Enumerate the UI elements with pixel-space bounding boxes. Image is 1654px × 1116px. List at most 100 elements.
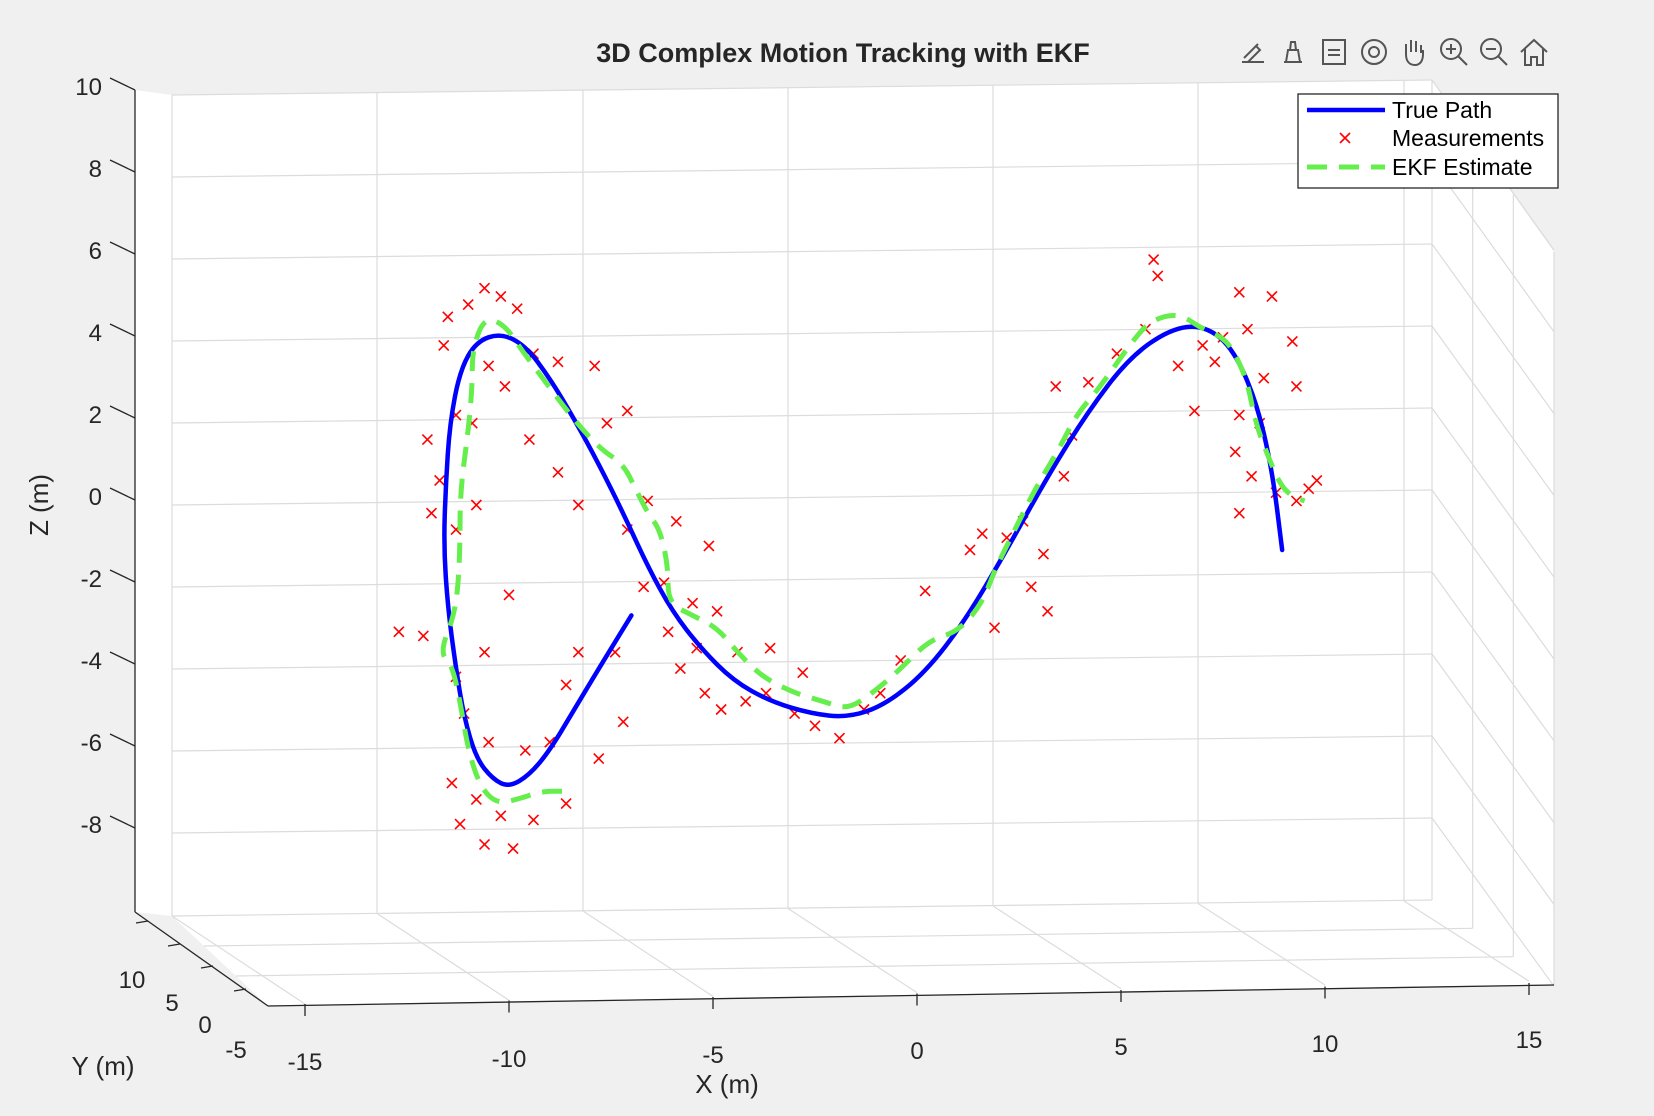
y-floor-gridline [203,927,1473,947]
measurement-stroke [621,405,633,417]
x-tick-label: 10 [1312,1031,1339,1058]
measurement-stroke [711,605,723,617]
z-gridline [171,817,1433,834]
brush-data-icon[interactable] [1242,43,1264,63]
measurement-point [976,528,988,540]
z-gridline-side [1431,653,1555,823]
measurement-point [1233,409,1245,421]
z-gridline [171,407,1433,424]
z-tick-mark [109,77,136,91]
restore-view-icon[interactable] [1520,38,1548,66]
measurement-point [919,585,931,597]
measurement-point [527,814,540,826]
measurement-stroke [470,499,482,511]
measurement-stroke [670,515,682,527]
measurement-stroke [499,380,511,392]
z-gridline-side [1431,325,1555,496]
measurement-point [421,433,433,446]
measurement-point [511,303,523,315]
measurement-point [507,842,519,855]
measurement-stroke [699,687,711,699]
measurement-stroke [495,290,507,302]
measurement-point [483,360,495,372]
measurement-point [470,793,482,806]
measurement-point [425,507,438,519]
measurement-stroke [454,818,466,830]
measurement-stroke [1037,548,1050,560]
z-tick-mark [109,323,136,337]
x-tick-label: -5 [702,1042,723,1069]
measurement-point [454,818,466,830]
measurement-stroke [703,540,715,552]
z-tick-mark [109,815,136,829]
measurement-point [1197,339,1209,352]
measurement-stroke [638,581,650,593]
measurement-point [764,642,776,654]
measurement-stroke [809,720,821,732]
z-gridline [171,79,1433,96]
measurement-stroke [1082,376,1094,388]
measurement-stroke [1258,372,1270,384]
measurement-point [417,630,429,642]
measurement-stroke [552,466,564,478]
rotate-3d-icon[interactable] [1361,39,1387,65]
measurement-point [503,589,515,601]
measurement-stroke [976,528,988,540]
measurement-point [1245,470,1258,482]
z-gridline [171,243,1433,260]
measurement-point [438,339,450,352]
z-gridline [171,161,1433,178]
measurement-stroke [446,777,458,789]
measurement-stroke [572,499,584,511]
measurement-point [964,544,976,556]
zoom-in-icon[interactable] [1440,38,1468,66]
measurement-stroke [895,654,907,666]
series-true-path [442,324,1285,787]
x-floor-gridline [1403,900,1530,982]
z-tick-label: 10 [75,74,102,101]
z-tick-label: 6 [89,238,102,265]
x-tick-label: 15 [1516,1027,1543,1054]
measurement-point [621,405,633,417]
measurement-point [617,716,629,728]
measurement-stroke [425,507,438,519]
measurement-stroke [523,433,535,446]
measurement-stroke [572,646,584,658]
measurement-point [703,540,715,552]
data-tips-icon[interactable] [1284,41,1302,63]
measurement-point [740,695,752,707]
z-gridline-side [1431,817,1555,987]
measurement-stroke [617,716,629,728]
measurement-stroke [1209,356,1221,368]
measurement-point [1082,376,1094,388]
measurement-stroke [601,417,613,429]
measurement-stroke [1041,605,1054,617]
measurement-stroke [1025,581,1037,593]
z-tick-label: -4 [81,648,102,675]
z-gridline-side [1431,243,1555,414]
zoom-out-icon[interactable] [1480,38,1508,66]
y-tick-label: 0 [198,1012,211,1039]
measurement-point [711,605,723,617]
z-gridline [171,325,1433,342]
legend-label-ekf: EKF Estimate [1392,154,1533,180]
measurement-point [1058,470,1070,482]
measurement-stroke [1050,380,1062,392]
measurement-stroke [1188,405,1201,417]
plot-area [393,254,1323,855]
measurement-point [1258,372,1270,384]
measurement-stroke [503,589,515,601]
measurement-point [478,838,491,851]
grid-lines [171,79,1555,1007]
series-ekf-estimate [440,313,1306,805]
legend[interactable]: True Path Measurements EKF Estimate [1297,93,1559,189]
measurement-stroke [919,585,931,597]
y-axis-line [134,911,269,1007]
measurement-point [552,466,564,478]
export-icon[interactable] [1322,39,1346,65]
measurement-stroke [478,646,491,658]
measurement-stroke [1311,474,1323,487]
measurement-stroke [507,842,519,855]
pan-icon[interactable] [1405,40,1424,67]
z-tick-mark [109,487,136,501]
